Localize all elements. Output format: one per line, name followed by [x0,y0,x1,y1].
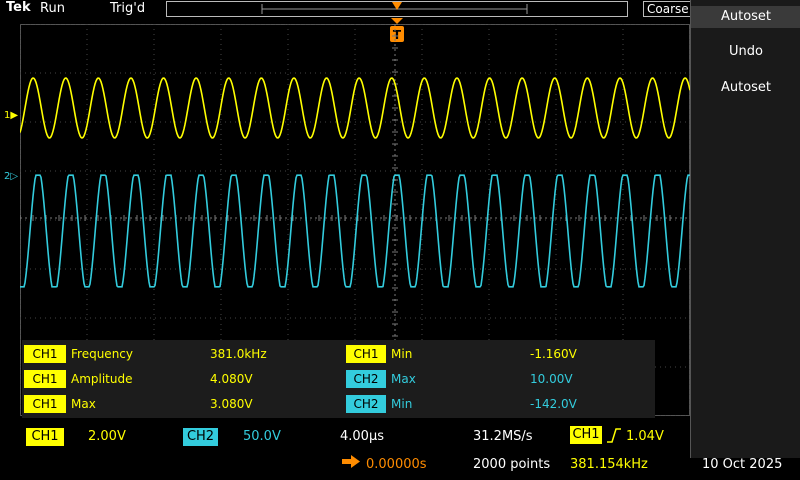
meas-label: Max [71,397,96,411]
record-view-bar[interactable] [166,1,628,17]
run-state[interactable]: Run [40,1,65,16]
ch1-marker-arrow-icon: ▶ [10,110,19,121]
trigger-source-tag[interactable]: CH1 [570,426,602,444]
record-view-icon [261,2,528,14]
coarse-button[interactable]: Coarse [643,1,693,17]
trigger-frequency: 381.154kHz [570,457,648,472]
meas-channel-tag[interactable]: CH2 [346,370,386,388]
horizontal-position-arrow-icon [342,455,360,468]
tek-logo: Tek [6,0,31,15]
meas-channel-tag[interactable]: CH1 [24,370,66,388]
meas-label: Max [391,372,416,386]
record-length: 2000 points [473,457,551,472]
meas-value: -1.160V [530,347,577,361]
trigger-position-icon[interactable]: T [389,18,405,44]
trigger-level[interactable]: 1.04V [626,429,664,444]
sample-rate: 31.2MS/s [473,429,533,444]
ch2-waveform [20,174,690,288]
ch2-scale[interactable]: 50.0V [243,429,281,444]
undo-button[interactable]: Undo [729,44,763,59]
meas-label: Frequency [71,347,133,361]
meas-label: Amplitude [71,372,133,386]
ch1-scale[interactable]: 2.00V [88,429,126,444]
meas-channel-tag[interactable]: CH2 [346,395,386,413]
horizontal-scale[interactable]: 4.00µs [340,429,384,444]
meas-value: 10.00V [530,372,573,386]
meas-channel-tag[interactable]: CH1 [24,395,66,413]
meas-label: Min [391,397,413,411]
meas-value: 4.080V [210,372,253,386]
autoset-menu: Autoset Undo Autoset [690,0,800,458]
meas-channel-tag[interactable]: CH1 [24,345,66,363]
meas-label: Min [391,347,413,361]
ch2-scale-tag[interactable]: CH2 [183,428,218,446]
autoset-button[interactable]: Autoset [720,80,772,95]
horizontal-position[interactable]: 0.00000s [366,457,427,472]
meas-value: 3.080V [210,397,253,411]
date: 10 Oct 2025 [702,457,783,472]
status-bar: Tek Run Trig'd Coarse [0,0,693,18]
meas-value: -142.0V [530,397,577,411]
ch2-marker[interactable]: 2▷ [4,171,19,182]
svg-text:T: T [393,28,402,42]
meas-channel-tag[interactable]: CH1 [346,345,386,363]
trigger-state: Trig'd [110,1,146,16]
ch1-scale-tag[interactable]: CH1 [26,428,64,446]
ch1-marker[interactable]: 1▶ [4,110,19,121]
menu-title: Autoset [691,6,800,28]
measurement-panel: CH1 Frequency 381.0kHz CH1 Amplitude 4.0… [22,340,655,418]
meas-value: 381.0kHz [210,347,267,361]
ch2-marker-arrow-icon: ▷ [10,171,19,182]
ch1-waveform [20,77,690,139]
rising-edge-icon [607,428,621,443]
